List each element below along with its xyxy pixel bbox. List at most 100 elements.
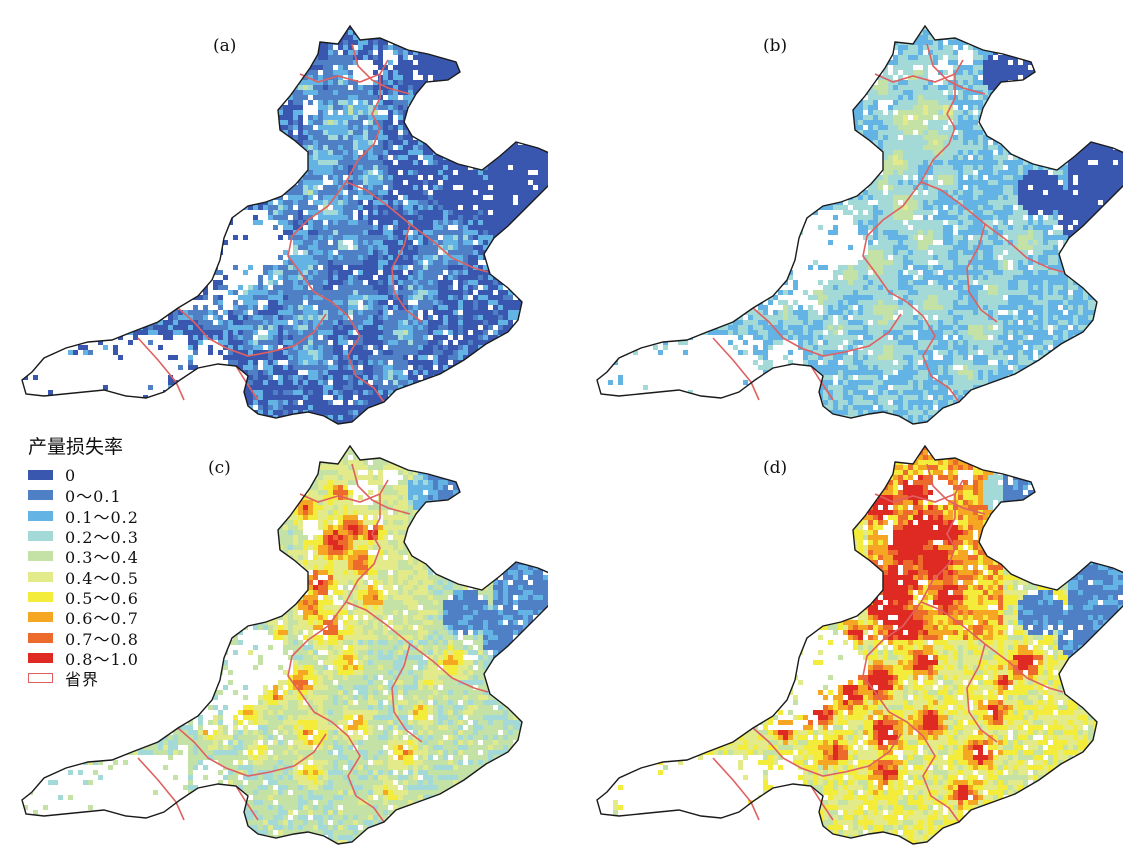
- raster-cell: [123, 180, 128, 185]
- raster-cell: [228, 105, 233, 110]
- raster-cell: [473, 185, 478, 190]
- raster-cell: [148, 165, 153, 170]
- raster-cell: [113, 145, 118, 150]
- raster-cell: [273, 30, 278, 35]
- raster-cell: [433, 190, 438, 195]
- raster-cell: [198, 155, 203, 160]
- raster-cell: [513, 255, 518, 260]
- raster-cell: [193, 145, 198, 150]
- raster-cell: [298, 220, 303, 225]
- raster-cell: [168, 225, 173, 230]
- raster-cell: [333, 230, 338, 235]
- raster-cell: [468, 60, 473, 65]
- raster-cell: [83, 195, 88, 200]
- raster-cell: [308, 130, 313, 135]
- raster-cell: [178, 120, 183, 125]
- raster-cell: [303, 265, 308, 270]
- raster-cell: [258, 185, 263, 190]
- raster-cell: [368, 165, 373, 170]
- raster-cell: [123, 140, 128, 145]
- raster-cell: [498, 45, 503, 50]
- raster-cell: [158, 285, 163, 290]
- raster-cell: [418, 85, 423, 90]
- raster-cell: [203, 260, 208, 265]
- raster-cell: [73, 200, 78, 205]
- raster-cell: [258, 105, 263, 110]
- raster-cell: [53, 115, 58, 120]
- raster-cell: [213, 195, 218, 200]
- raster-cell: [283, 160, 288, 165]
- raster-cell: [338, 235, 343, 240]
- raster-cell: [288, 40, 293, 45]
- raster-cell: [498, 155, 503, 160]
- raster-cell: [328, 145, 333, 150]
- raster-cell: [58, 190, 63, 195]
- raster-cell: [308, 165, 313, 170]
- raster-cell: [443, 185, 448, 190]
- raster-cell: [443, 230, 448, 235]
- raster-cell: [323, 115, 328, 120]
- raster-cell: [518, 260, 523, 265]
- raster-cell: [233, 130, 238, 135]
- raster-cell: [22, 140, 23, 145]
- raster-cell: [338, 65, 343, 70]
- raster-cell: [373, 165, 378, 170]
- raster-cell: [223, 26, 228, 30]
- raster-cell: [278, 180, 283, 185]
- raster-cell: [508, 185, 513, 190]
- raster-cell: [123, 70, 128, 75]
- raster-cell: [478, 250, 483, 255]
- raster-cell: [468, 180, 473, 185]
- raster-cell: [423, 165, 428, 170]
- raster-cell: [263, 150, 268, 155]
- raster-cell: [163, 26, 168, 30]
- raster-cell: [538, 225, 543, 230]
- raster-cell: [228, 170, 233, 175]
- raster-cell: [168, 115, 173, 120]
- raster-cell: [38, 140, 43, 145]
- raster-cell: [233, 265, 238, 270]
- raster-cell: [113, 110, 118, 115]
- raster-cell: [208, 255, 213, 260]
- raster-cell: [443, 60, 448, 65]
- raster-cell: [128, 105, 133, 110]
- raster-cell: [103, 170, 108, 175]
- raster-cell: [63, 115, 68, 120]
- raster-cell: [118, 185, 123, 190]
- raster-cell: [528, 225, 533, 230]
- raster-cell: [153, 95, 158, 100]
- raster-cell: [518, 26, 523, 30]
- raster-cell: [313, 240, 318, 245]
- raster-cell: [203, 30, 208, 35]
- raster-cell: [388, 105, 393, 110]
- raster-cell: [543, 150, 548, 155]
- raster-cell: [83, 160, 88, 165]
- raster-cell: [398, 225, 403, 230]
- raster-cell: [118, 65, 123, 70]
- raster-cell: [338, 245, 343, 250]
- raster-cell: [98, 140, 103, 145]
- raster-cell: [338, 30, 343, 35]
- raster-cell: [528, 230, 533, 235]
- raster-cell: [343, 150, 348, 155]
- raster-cell: [278, 26, 283, 30]
- raster-cell: [22, 170, 23, 175]
- raster-cell: [508, 245, 513, 250]
- raster-cell: [88, 160, 93, 165]
- raster-cell: [278, 195, 283, 200]
- raster-cell: [113, 125, 118, 130]
- raster-cell: [498, 130, 503, 135]
- raster-cell: [423, 215, 428, 220]
- raster-cell: [343, 90, 348, 95]
- raster-cell: [363, 225, 368, 230]
- raster-cell: [458, 125, 463, 130]
- raster-cell: [78, 265, 83, 270]
- raster-cell: [168, 70, 173, 75]
- raster-cell: [368, 150, 373, 155]
- raster-cell: [28, 70, 33, 75]
- raster-cell: [198, 140, 203, 145]
- raster-cell: [538, 110, 543, 115]
- raster-cell: [213, 200, 218, 205]
- raster-cell: [168, 160, 173, 165]
- raster-cell: [468, 255, 473, 260]
